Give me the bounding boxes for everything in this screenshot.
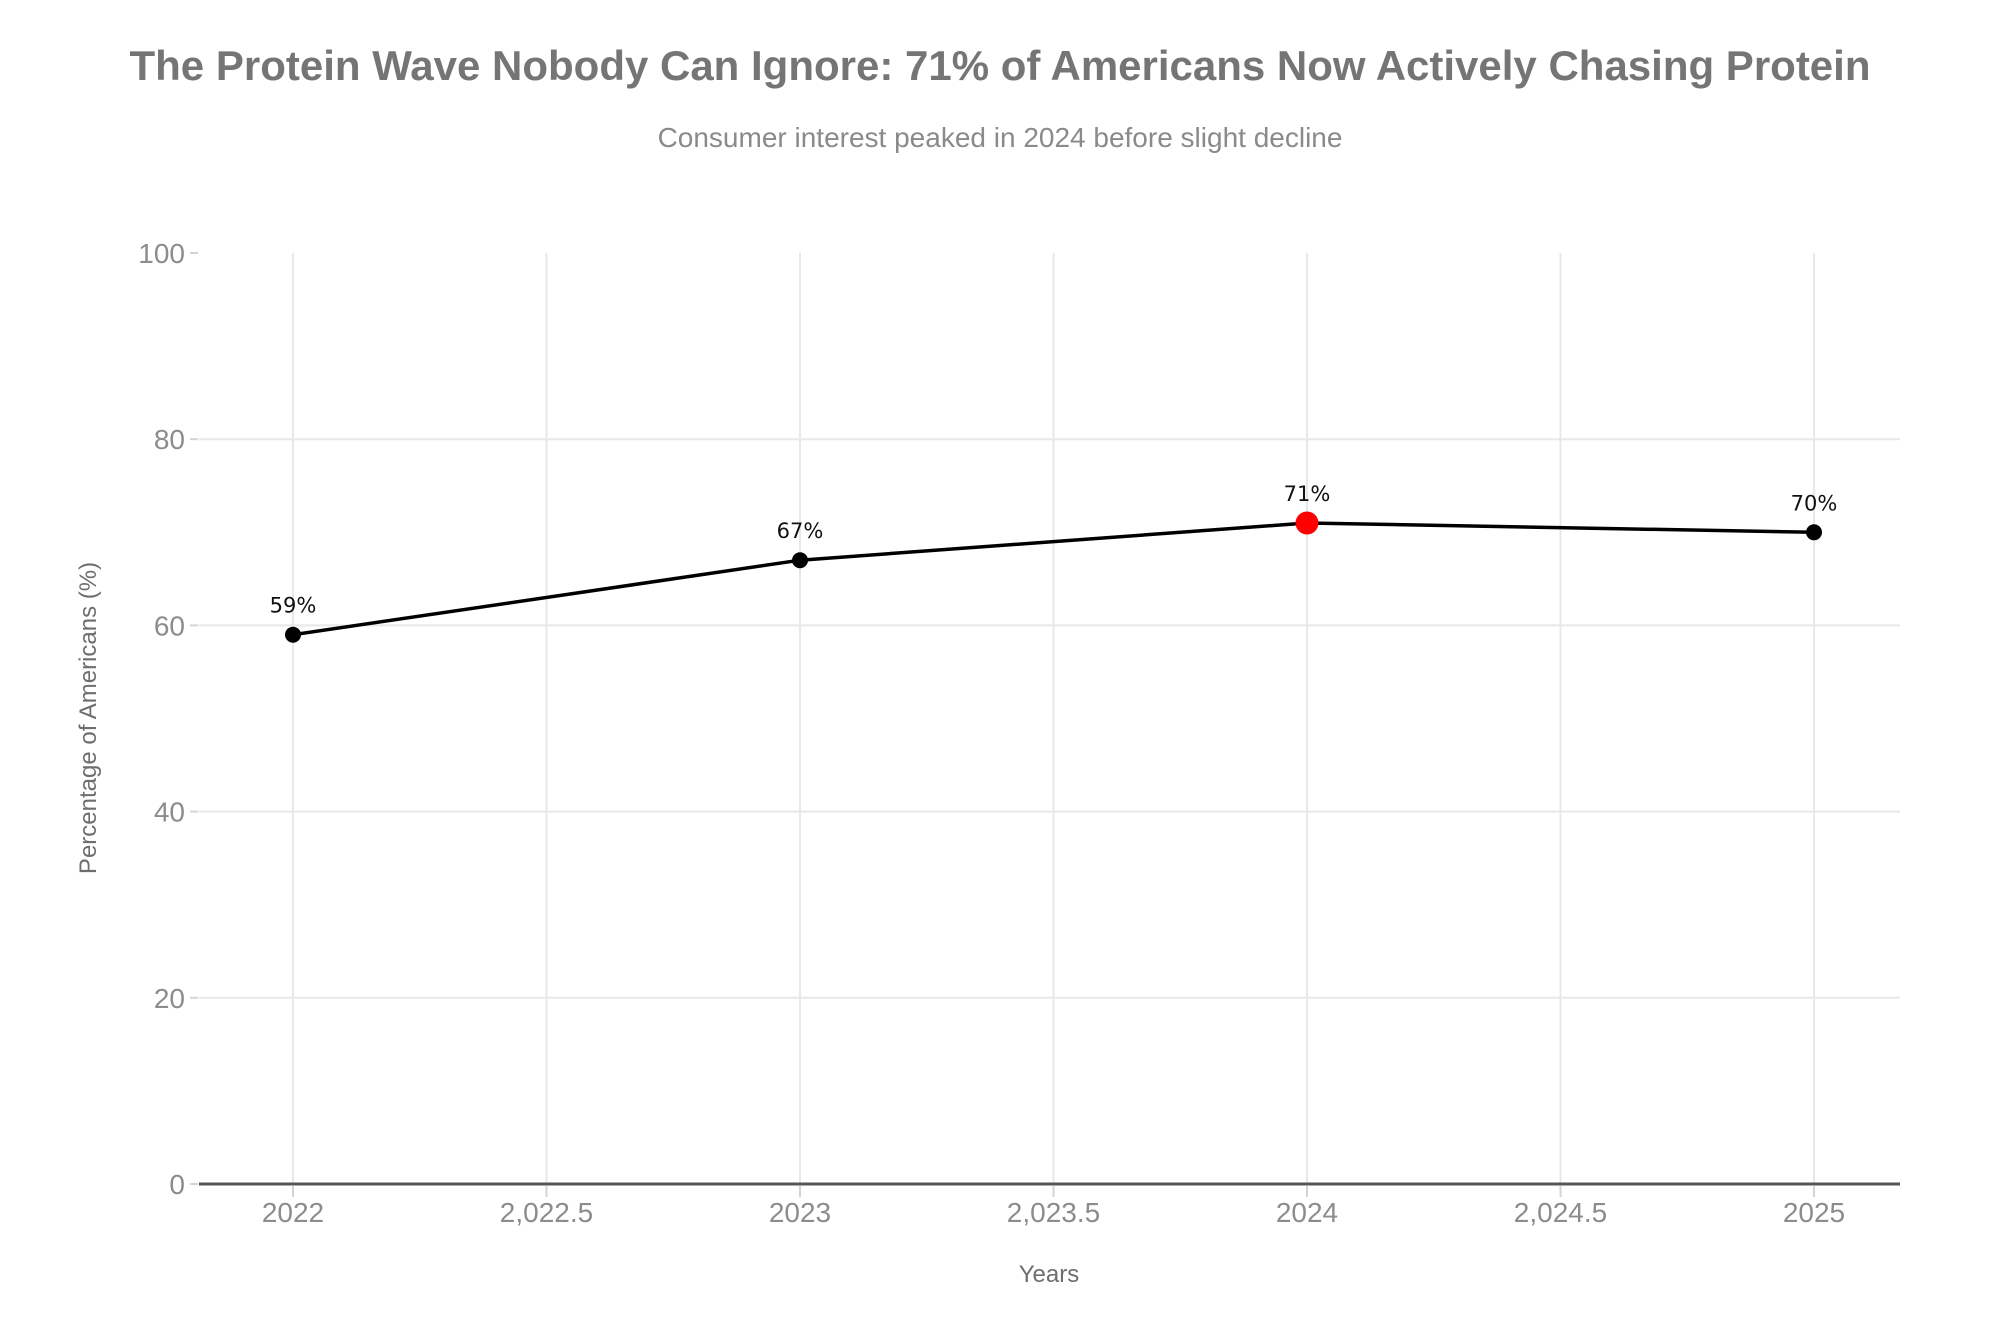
data-label-2025: 70%	[1791, 491, 1838, 515]
xtick-label-2,024.5: 2,024.5	[1514, 1197, 1607, 1228]
trend-line	[291, 521, 1816, 637]
xtick-label-2,022.5: 2,022.5	[500, 1197, 593, 1228]
xtick-label-2024: 2024	[1276, 1197, 1338, 1228]
xtick-label-2022: 2022	[262, 1197, 324, 1228]
ytick-label-40: 40	[154, 797, 185, 828]
ytick-label-60: 60	[154, 610, 185, 641]
xtick-label-2025: 2025	[1783, 1197, 1845, 1228]
data-label-2023: 67%	[777, 519, 824, 543]
ytick-label-20: 20	[154, 983, 185, 1014]
x-axis-title: Years	[1019, 1261, 1080, 1288]
ytick-label-100: 100	[138, 238, 185, 269]
highlight-data-point-2024[interactable]	[1295, 511, 1319, 535]
ytick-label-80: 80	[154, 424, 185, 455]
data-point-2023[interactable]	[792, 552, 808, 569]
series-layer: 59% 67% 71% 70%	[270, 482, 1838, 643]
chart-title: The Protein Wave Nobody Can Ignore: 71% …	[129, 42, 1871, 89]
chart-subtitle: Consumer interest peaked in 2024 before …	[657, 122, 1343, 153]
data-point-2025[interactable]	[1806, 524, 1822, 541]
y-axis-title: Percentage of Americans (%)	[75, 562, 102, 874]
axis-layer: 2022 2,022.5 2023 2,023.5 2024 2,024.5 2025 0 20…	[138, 238, 1900, 1228]
grid-layer	[199, 253, 1900, 1184]
data-label-2022: 59%	[270, 594, 317, 618]
data-point-2022[interactable]	[285, 626, 301, 643]
data-label-2024: 71%	[1284, 482, 1331, 506]
xtick-label-2023: 2023	[769, 1197, 831, 1228]
xtick-label-2,023.5: 2,023.5	[1007, 1197, 1100, 1228]
ytick-label-0: 0	[169, 1169, 185, 1200]
